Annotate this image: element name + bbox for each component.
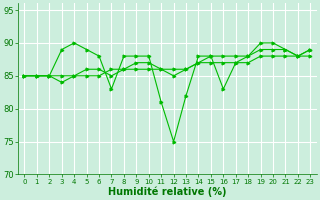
X-axis label: Humidité relative (%): Humidité relative (%): [108, 186, 227, 197]
